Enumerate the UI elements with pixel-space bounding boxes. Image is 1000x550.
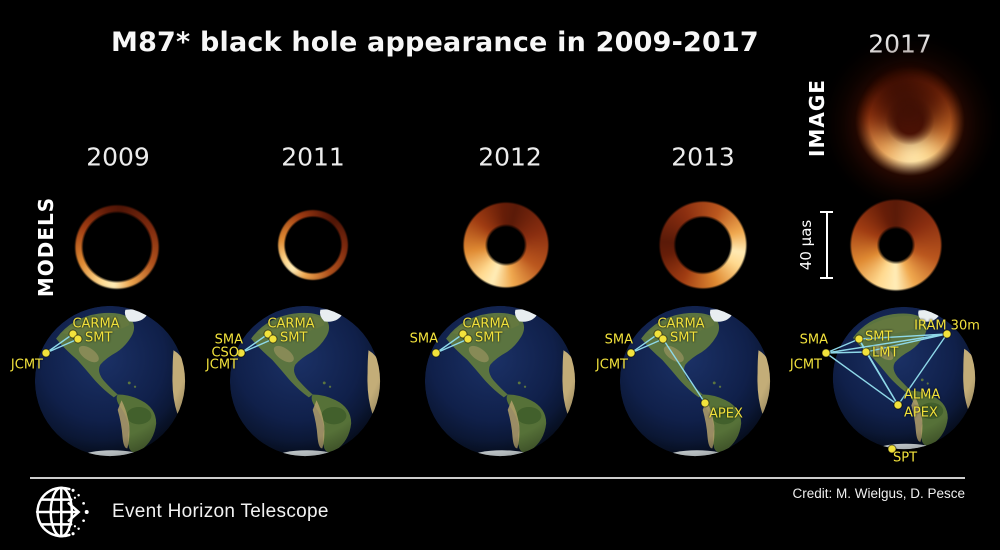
station-label-smt: SMT <box>85 330 113 346</box>
scale-bar-label: 40 μas <box>797 219 815 271</box>
credit-text: Credit: M. Wielgus, D. Pesce <box>792 486 965 501</box>
station-label-smt: SMT <box>670 330 698 346</box>
station-label-apex: APEX <box>904 405 938 421</box>
footer-org-name: Event Horizon Telescope <box>112 501 329 522</box>
station-label-carma: CARMA <box>267 316 315 332</box>
station-label-smt: SMT <box>865 329 893 345</box>
station-label-carma: CARMA <box>72 316 120 332</box>
model-ring-2017 <box>849 198 943 292</box>
year-label-2011: 2011 <box>281 142 345 172</box>
station-label-sma: SMA <box>604 332 633 348</box>
footer-divider <box>30 477 965 479</box>
station-label-lmt: LMT <box>872 345 899 361</box>
logo-arrow-head <box>67 502 81 522</box>
page-title: M87* black hole appearance in 2009-2017 <box>111 27 759 58</box>
model-ring-2013 <box>658 200 748 290</box>
models-row-label: MODELS <box>34 196 58 298</box>
station-dot-jcmt <box>821 348 831 358</box>
station-label-jcmt: JCMT <box>10 357 43 373</box>
station-label-cso: CSO <box>211 345 239 361</box>
model-ring-2011 <box>277 209 349 281</box>
station-dot-sma <box>821 348 831 358</box>
logo-star-dots <box>68 488 89 536</box>
station-label-sma: SMA <box>799 332 828 348</box>
eht-logo <box>35 486 89 538</box>
image-row-label: IMAGE <box>805 79 829 157</box>
station-label-smt: SMT <box>475 330 503 346</box>
station-label-iram-30m: IRAM 30m <box>914 318 980 334</box>
station-label-jcmt: JCMT <box>789 357 822 373</box>
image-shadow-core <box>846 57 974 185</box>
station-label-sma: SMA <box>214 332 243 348</box>
year-label-2012: 2012 <box>478 142 542 172</box>
station-label-sma: SMA <box>409 331 438 347</box>
station-label-carma: CARMA <box>462 316 510 332</box>
year-label-2009: 2009 <box>86 142 150 172</box>
station-label-apex: APEX <box>709 406 743 422</box>
scale-bar-cap-bottom <box>820 277 833 279</box>
station-label-spt: SPT <box>892 450 918 466</box>
station-label-jcmt: JCMT <box>595 357 628 373</box>
scale-bar-cap-top <box>820 211 833 213</box>
model-ring-2009 <box>74 204 160 290</box>
station-label-smt: SMT <box>280 330 308 346</box>
black-hole-image-2017 <box>828 39 992 203</box>
scale-bar-line <box>826 212 828 278</box>
model-ring-2012 <box>462 201 550 289</box>
station-label-alma: ALMA <box>904 387 941 403</box>
station-label-jcmt: JCMT <box>205 357 238 373</box>
station-label-carma: CARMA <box>657 316 705 332</box>
year-label-2013: 2013 <box>671 142 735 172</box>
